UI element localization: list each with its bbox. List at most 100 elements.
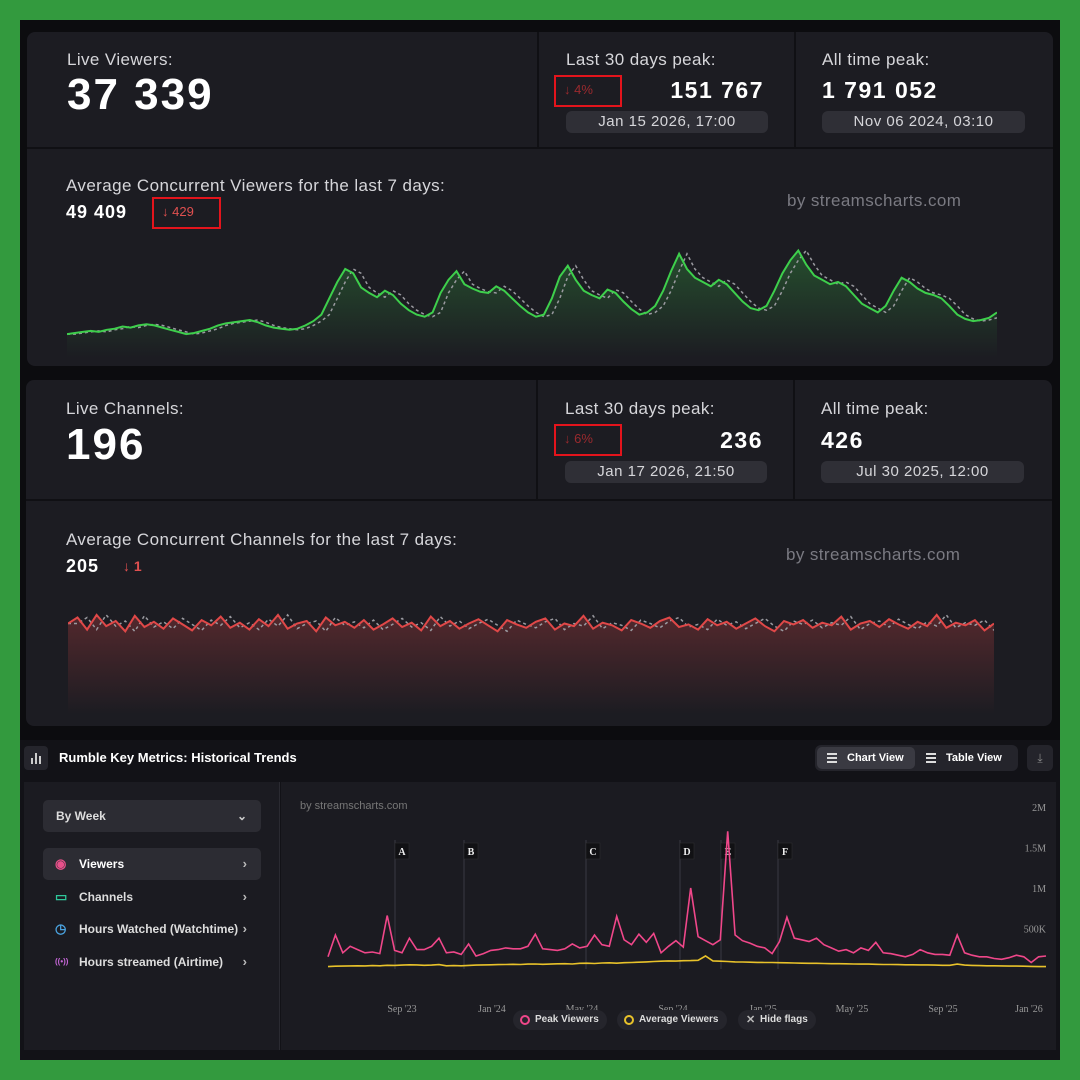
flag-label: E [725,847,732,858]
chevron-down-icon: ⌄ [236,809,247,823]
sparkline-line [67,248,997,336]
x-tick-label: May '25 [836,1004,869,1015]
viewers-alltime-peak-label: All time peak: [822,50,930,69]
avg-viewers-sparkline [67,248,997,358]
viewers-30d-peak-change: ↓ 4% [554,75,622,107]
flag-marker [394,842,410,860]
sparkline-line [68,613,994,633]
hide-flags-label: Hide flags [760,1014,808,1025]
flag-marker [777,842,793,860]
download-button[interactable]: ⤓ [1027,745,1053,771]
menu-item-hours[interactable]: ◷ Hours Watched (Watchtime) › [43,913,261,945]
viewers-30d-peak-date: Jan 15 2026, 17:00 [566,111,768,133]
viewers-alltime-peak-value: 1 791 052 [822,77,938,103]
viewers-panel: Live Viewers: 37 339 Last 30 days peak: … [27,32,1053,366]
channels-30d-peak-change: ↓ 6% [554,424,622,456]
flag-label: B [468,847,475,858]
x-tick-label: Jan '26 [1015,1004,1043,1015]
viewers-30d-peak-value: 151 767 [670,77,764,103]
historical-trends-title: Rumble Key Metrics: Historical Trends [59,750,297,765]
brand-watermark: by streamscharts.com [300,800,408,812]
chevron-right-icon: › [242,856,247,871]
flag-marker [463,842,479,860]
x-tick-label: Jan '25 [749,1004,777,1015]
historical-chart-area: by streamscharts.com 2M 1.5M 1M 500K Sep '23… [281,782,1056,1050]
flag-label: C [589,847,596,858]
channels-alltime-peak-label: All time peak: [821,399,929,418]
channels-alltime-peak-cell: All time peak: 426 Jul 30 2025, 12:00 [795,380,1052,501]
channels-alltime-peak-date: Jul 30 2025, 12:00 [821,461,1024,483]
legend-peak-viewers[interactable]: Peak Viewers [513,1010,607,1030]
chart-view-label: Chart View [847,752,904,764]
x-tick-label: May '24 [566,1004,599,1015]
bar-chart-icon [24,746,48,770]
flag-label: D [683,847,690,858]
live-viewers-label: Live Viewers: [67,50,173,69]
menu-item-label: Channels [79,889,134,904]
x-tick-label: Sep '25 [928,1004,957,1015]
legend-average-viewers-label: Average Viewers [639,1014,719,1025]
peak-viewers-line [327,831,1047,964]
channels-alltime-peak-value: 426 [821,427,864,453]
y-tick-label: 500K [1024,925,1047,936]
menu-item-channels[interactable]: ▭ Channels › [43,881,261,913]
x-tick-label: Jan '24 [478,1004,506,1015]
channels-30d-peak-cell: Last 30 days peak: ↓ 6% 236 Jan 17 2026,… [538,380,795,501]
clock-icon: ◷ [55,921,67,936]
avg-viewers-change: ↓ 429 [152,197,221,229]
download-icon: ⤓ [1037,751,1043,765]
chart-view-button[interactable]: Chart View [817,747,915,769]
list-icon [827,753,837,763]
menu-item-hours[interactable]: ((•)) Hours streamed (Airtime) › [43,946,261,978]
flag-marker [585,842,601,860]
period-select-value: By Week [56,809,106,823]
table-view-label: Table View [946,752,1002,764]
live-channels-label: Live Channels: [66,399,185,418]
channels-30d-peak-date: Jan 17 2026, 21:50 [565,461,767,483]
video-icon: ▭ [55,888,68,904]
avg-viewers-value: 49 409 [66,202,128,222]
brand-watermark: by streamscharts.com [786,545,961,564]
viewers-alltime-peak-date: Nov 06 2024, 03:10 [822,111,1025,133]
menu-item-label: Hours Watched (Watchtime) [79,922,239,936]
live-viewers-value: 37 339 [67,70,214,119]
avg-channels-change: ↓ 1 [123,558,142,574]
legend-average-viewers[interactable]: Average Viewers [617,1010,727,1030]
y-tick-label: 1.5M [1025,844,1047,855]
avg-channels-value: 205 [66,556,100,576]
x-tick-label: Sep '23 [387,1004,416,1015]
legend-peak-viewers-label: Peak Viewers [535,1014,599,1025]
channels-30d-peak-value: 236 [720,427,763,453]
menu-item-label: Hours streamed (Airtime) [79,954,224,969]
avg-channels-label: Average Concurrent Channels for the last… [66,530,458,549]
menu-item-label: Viewers [79,857,125,871]
view-switch: Chart View Table View [815,745,1018,771]
close-icon: ✕ [746,1014,756,1026]
brand-watermark: by streamscharts.com [787,191,962,210]
peak-viewers-marker-icon [520,1015,530,1025]
live-channels-cell: Live Channels: 196 [26,380,538,501]
chevron-right-icon: › [242,953,247,969]
viewers-30d-peak-label: Last 30 days peak: [566,50,716,69]
table-view-button[interactable]: Table View [916,747,1016,769]
viewers-30d-peak-cell: Last 30 days peak: ↓ 4% 151 767 Jan 15 2… [539,32,796,149]
sparkline-area [68,614,994,714]
eye-icon: ◉ [55,856,67,871]
avg-viewers-label: Average Concurrent Viewers for the last … [66,176,446,195]
hide-flags-toggle[interactable]: ✕ Hide flags [738,1010,816,1030]
live-viewers-cell: Live Viewers: 37 339 [27,32,539,149]
channels-30d-peak-label: Last 30 days peak: [565,399,715,418]
y-tick-label: 2M [1032,803,1046,814]
channels-panel: Live Channels: 196 Last 30 days peak: ↓ … [26,380,1052,726]
menu-item-viewers[interactable]: ◉ Viewers › [43,848,261,880]
y-tick-label: 1M [1032,884,1046,895]
chevron-right-icon: › [242,888,247,904]
x-tick-label: Sep '24 [658,1004,687,1015]
average-viewers-marker-icon [624,1015,634,1025]
flag-label: A [398,847,406,858]
period-select[interactable]: By Week ⌄ [43,800,261,832]
avg-channels-sparkline [68,613,994,714]
broadcast-icon: ((•)) [55,956,69,966]
dashboard-frame: Live Viewers: 37 339 Last 30 days peak: … [20,20,1060,1060]
viewers-alltime-peak-cell: All time peak: 1 791 052 Nov 06 2024, 03… [796,32,1053,149]
